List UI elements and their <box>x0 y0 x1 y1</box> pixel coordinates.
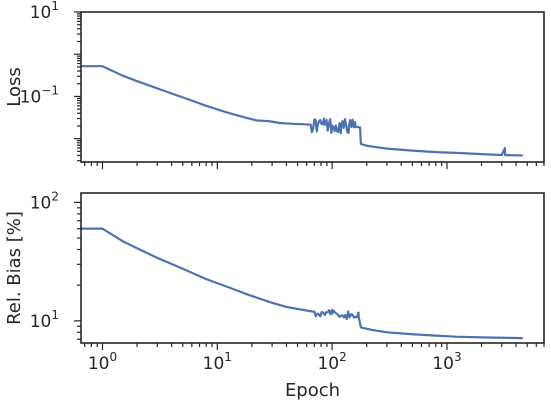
axes-frame <box>80 192 545 344</box>
y-tick-label: 101 <box>30 0 59 23</box>
axes-frame <box>80 11 545 163</box>
loss-panel: 10−1 101 Loss <box>4 0 545 169</box>
x-axis-label: Epoch <box>285 380 340 401</box>
x-tick-label: 103 <box>432 350 461 374</box>
y-axis-label: Rel. Bias [%] <box>4 211 25 325</box>
series-line-loss <box>81 65 524 157</box>
x-tick-label: 101 <box>203 350 232 374</box>
series-line-rel-bias <box>81 227 524 340</box>
y-axis-label: Loss <box>4 67 25 106</box>
y-tick-label: 101 <box>30 308 59 332</box>
y-tick-label: 102 <box>30 189 59 213</box>
y-tick-label: 10−1 <box>20 83 59 107</box>
x-tick-label: 102 <box>317 350 346 374</box>
x-tick-label: 100 <box>88 350 117 374</box>
